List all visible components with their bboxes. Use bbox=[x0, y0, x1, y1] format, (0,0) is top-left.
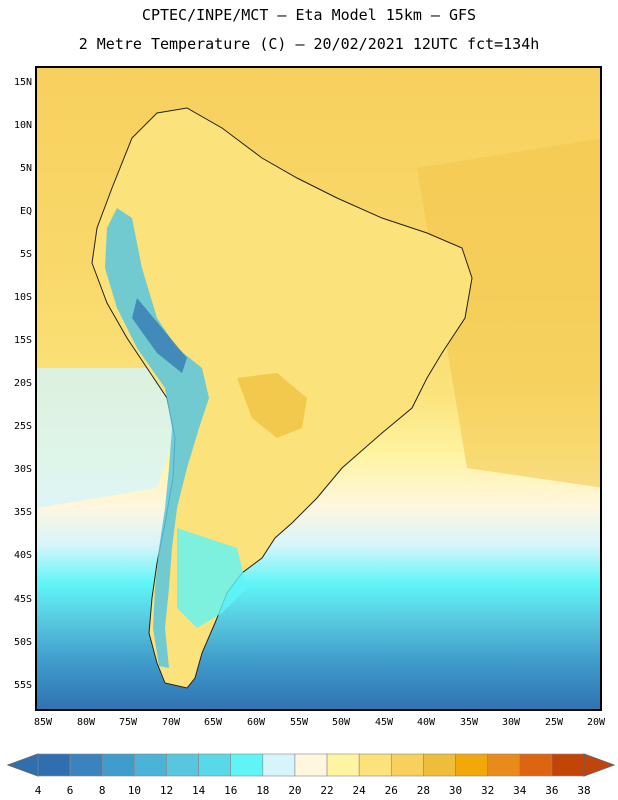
andes-cold-core bbox=[132, 298, 187, 373]
lat-label: 20S bbox=[13, 378, 32, 389]
colorbar-tick-label: 24 bbox=[352, 784, 366, 797]
lon-label: 80W bbox=[76, 717, 96, 728]
colorbar-swatch bbox=[455, 753, 488, 777]
colorbar-tick-label: 8 bbox=[98, 784, 106, 797]
colorbar-tick-label: 6 bbox=[66, 784, 74, 797]
colorbar-tick-label: 14 bbox=[191, 784, 206, 797]
colorbar-swatch bbox=[262, 753, 296, 777]
colorbar-tick-label: 38 bbox=[577, 784, 591, 797]
lon-label: 55W bbox=[289, 717, 309, 728]
colorbar-swatch bbox=[551, 753, 585, 777]
colorbar-swatch bbox=[294, 753, 328, 777]
lat-label: 5S bbox=[19, 249, 32, 260]
lon-label: 45W bbox=[374, 717, 394, 728]
lon-label: 60W bbox=[246, 717, 266, 728]
colorbar-left-arrow bbox=[6, 753, 39, 777]
colorbar-tick-label: 12 bbox=[159, 784, 174, 797]
lat-label: 15N bbox=[13, 77, 32, 88]
colorbar-tick-label: 10 bbox=[127, 784, 141, 797]
lon-label: 35W bbox=[459, 717, 479, 728]
temperature-colorbar bbox=[6, 753, 616, 777]
lat-label: 30S bbox=[13, 464, 32, 475]
lon-label: 20W bbox=[586, 717, 606, 728]
lat-label: 40S bbox=[13, 550, 32, 561]
atlantic-warm-field bbox=[417, 138, 600, 488]
colorbar-tick-label: 32 bbox=[481, 784, 495, 797]
lat-label: 45S bbox=[13, 594, 32, 605]
colorbar-swatch bbox=[487, 753, 521, 777]
lat-label: 55S bbox=[13, 680, 32, 691]
colorbar-swatch bbox=[69, 753, 103, 777]
colorbar-right-arrow bbox=[583, 753, 616, 777]
map-title-line-1: CPTEC/INPE/MCT – Eta Model 15km – GFS bbox=[141, 6, 477, 24]
patagonia-cool bbox=[177, 528, 247, 628]
colorbar-swatch bbox=[519, 753, 553, 777]
colorbar-swatch bbox=[423, 753, 456, 777]
lat-label: 35S bbox=[13, 507, 32, 518]
lon-label: 40W bbox=[416, 717, 436, 728]
colorbar-swatch bbox=[390, 753, 424, 777]
lon-label: 75W bbox=[118, 717, 138, 728]
lon-label: 50W bbox=[331, 717, 351, 728]
colorbar-tick-label: 28 bbox=[416, 784, 431, 797]
colorbar-swatch bbox=[134, 753, 167, 777]
pacific-cool-field bbox=[37, 368, 177, 508]
temperature-map[interactable] bbox=[35, 66, 602, 711]
colorbar-tick-label: 4 bbox=[34, 784, 42, 797]
lon-label: 70W bbox=[161, 717, 181, 728]
lat-label: 15S bbox=[13, 335, 32, 346]
lat-label: 10N bbox=[13, 120, 32, 131]
lon-label: 85W bbox=[33, 717, 53, 728]
colorbar-tick-label: 34 bbox=[513, 784, 527, 797]
colorbar-swatch bbox=[358, 753, 392, 777]
colorbar-swatch bbox=[326, 753, 360, 777]
lat-label: 10S bbox=[13, 292, 32, 303]
colorbar-tick-label: 20 bbox=[288, 784, 302, 797]
colorbar-swatch bbox=[230, 753, 264, 777]
lat-label: EQ bbox=[19, 206, 32, 217]
colorbar-tick-label: 26 bbox=[384, 784, 398, 797]
colorbar-swatch bbox=[198, 753, 232, 777]
andes-cool-strip bbox=[105, 208, 209, 668]
colorbar-tick-label: 16 bbox=[224, 784, 238, 797]
map-title-line-2: 2 Metre Temperature (C) – 20/02/2021 12U… bbox=[78, 35, 540, 53]
lon-label: 25W bbox=[544, 717, 564, 728]
colorbar-tick-label: 18 bbox=[256, 784, 270, 797]
colorbar-swatch bbox=[101, 753, 135, 777]
colorbar-tick-label: 30 bbox=[448, 784, 463, 797]
lat-label: 25S bbox=[13, 421, 32, 432]
colorbar-swatch bbox=[37, 753, 71, 777]
colorbar-swatch bbox=[166, 753, 199, 777]
temperature-map-svg bbox=[37, 68, 600, 709]
lon-label: 30W bbox=[501, 717, 521, 728]
lat-label: 50S bbox=[13, 637, 32, 648]
lon-label: 65W bbox=[203, 717, 223, 728]
lat-label: 5N bbox=[19, 163, 32, 174]
colorbar-tick-label: 36 bbox=[545, 784, 559, 797]
warm-interior bbox=[237, 373, 307, 438]
colorbar-tick-label: 22 bbox=[320, 784, 334, 797]
